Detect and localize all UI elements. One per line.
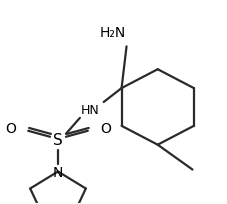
Text: HN: HN xyxy=(80,104,99,117)
Text: S: S xyxy=(53,133,63,147)
Text: O: O xyxy=(5,121,16,135)
Text: H₂N: H₂N xyxy=(99,26,125,40)
Text: N: N xyxy=(53,165,63,179)
Text: O: O xyxy=(100,121,111,135)
